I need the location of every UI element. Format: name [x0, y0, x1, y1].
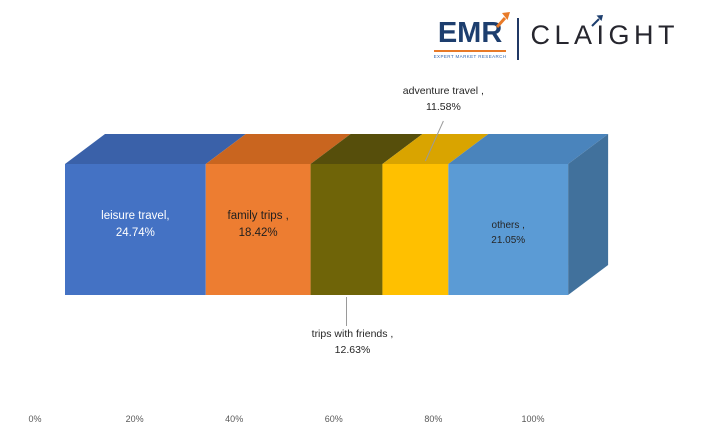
data-label-name: adventure travel , — [402, 85, 484, 97]
axis-tick: 100% — [521, 414, 545, 424]
bar-top-trips-with-friends — [310, 134, 423, 164]
emr-tagline: EXPERT MARKET RESEARCH — [433, 54, 507, 59]
axis-tick: 20% — [125, 414, 144, 424]
bar-top-adventure-travel — [382, 134, 489, 164]
axis-tick: 40% — [225, 414, 244, 424]
bar-top-family-trips — [205, 134, 351, 164]
data-label-value: 11.58% — [425, 100, 461, 113]
data-label-value: 24.74% — [115, 227, 155, 240]
logo-divider — [517, 18, 520, 60]
data-label-family-trips: family trips , 18.42% — [228, 208, 289, 243]
claight-arrow-icon — [591, 15, 604, 27]
bar-segment-adventure-travel — [382, 164, 449, 295]
data-label-value: 18.42% — [238, 227, 278, 240]
bar-side-face — [568, 134, 609, 295]
axis-tick: 60% — [324, 414, 343, 424]
emr-underline — [433, 50, 507, 52]
data-label-leisure-travel: leisure travel, 24.74% — [101, 208, 169, 243]
data-label-value: 12.63% — [334, 343, 371, 356]
data-label-name: family trips , — [227, 210, 289, 222]
data-label-trips-with-friends: trips with friends , 12.63% — [312, 327, 394, 359]
axis-tick: 0% — [28, 414, 42, 424]
bar-top-others — [448, 134, 609, 164]
emr-arrow-icon — [496, 12, 511, 28]
data-label-name: trips with friends , — [311, 328, 394, 340]
data-label-others: others , 21.05% — [491, 218, 525, 248]
claight-logo-text: CLAIGHT — [530, 20, 679, 50]
data-label-value: 21.05% — [491, 235, 526, 246]
claight-logo: CLAIGHT — [530, 15, 679, 50]
bar-segment-family-trips — [205, 164, 311, 295]
bar-segment-leisure-travel — [65, 164, 206, 295]
emr-logo: EMR EXPERT MARKET RESEARCH — [433, 12, 511, 59]
data-label-name: leisure travel, — [101, 210, 170, 222]
emr-logo-text: EMR — [437, 17, 503, 49]
bar-segment-trips-with-friends — [310, 164, 383, 295]
data-label-adventure-travel: adventure travel , 11.58% — [403, 84, 484, 116]
axis-tick: 80% — [424, 414, 443, 424]
bar-segment-others — [448, 164, 569, 295]
leader-line-adventure-travel — [424, 120, 444, 162]
logo: EMR EXPERT MARKET RESEARCH CLAIGHT — [433, 12, 679, 60]
bar-top-leisure-travel — [65, 134, 246, 164]
data-label-name: others , — [491, 220, 525, 231]
